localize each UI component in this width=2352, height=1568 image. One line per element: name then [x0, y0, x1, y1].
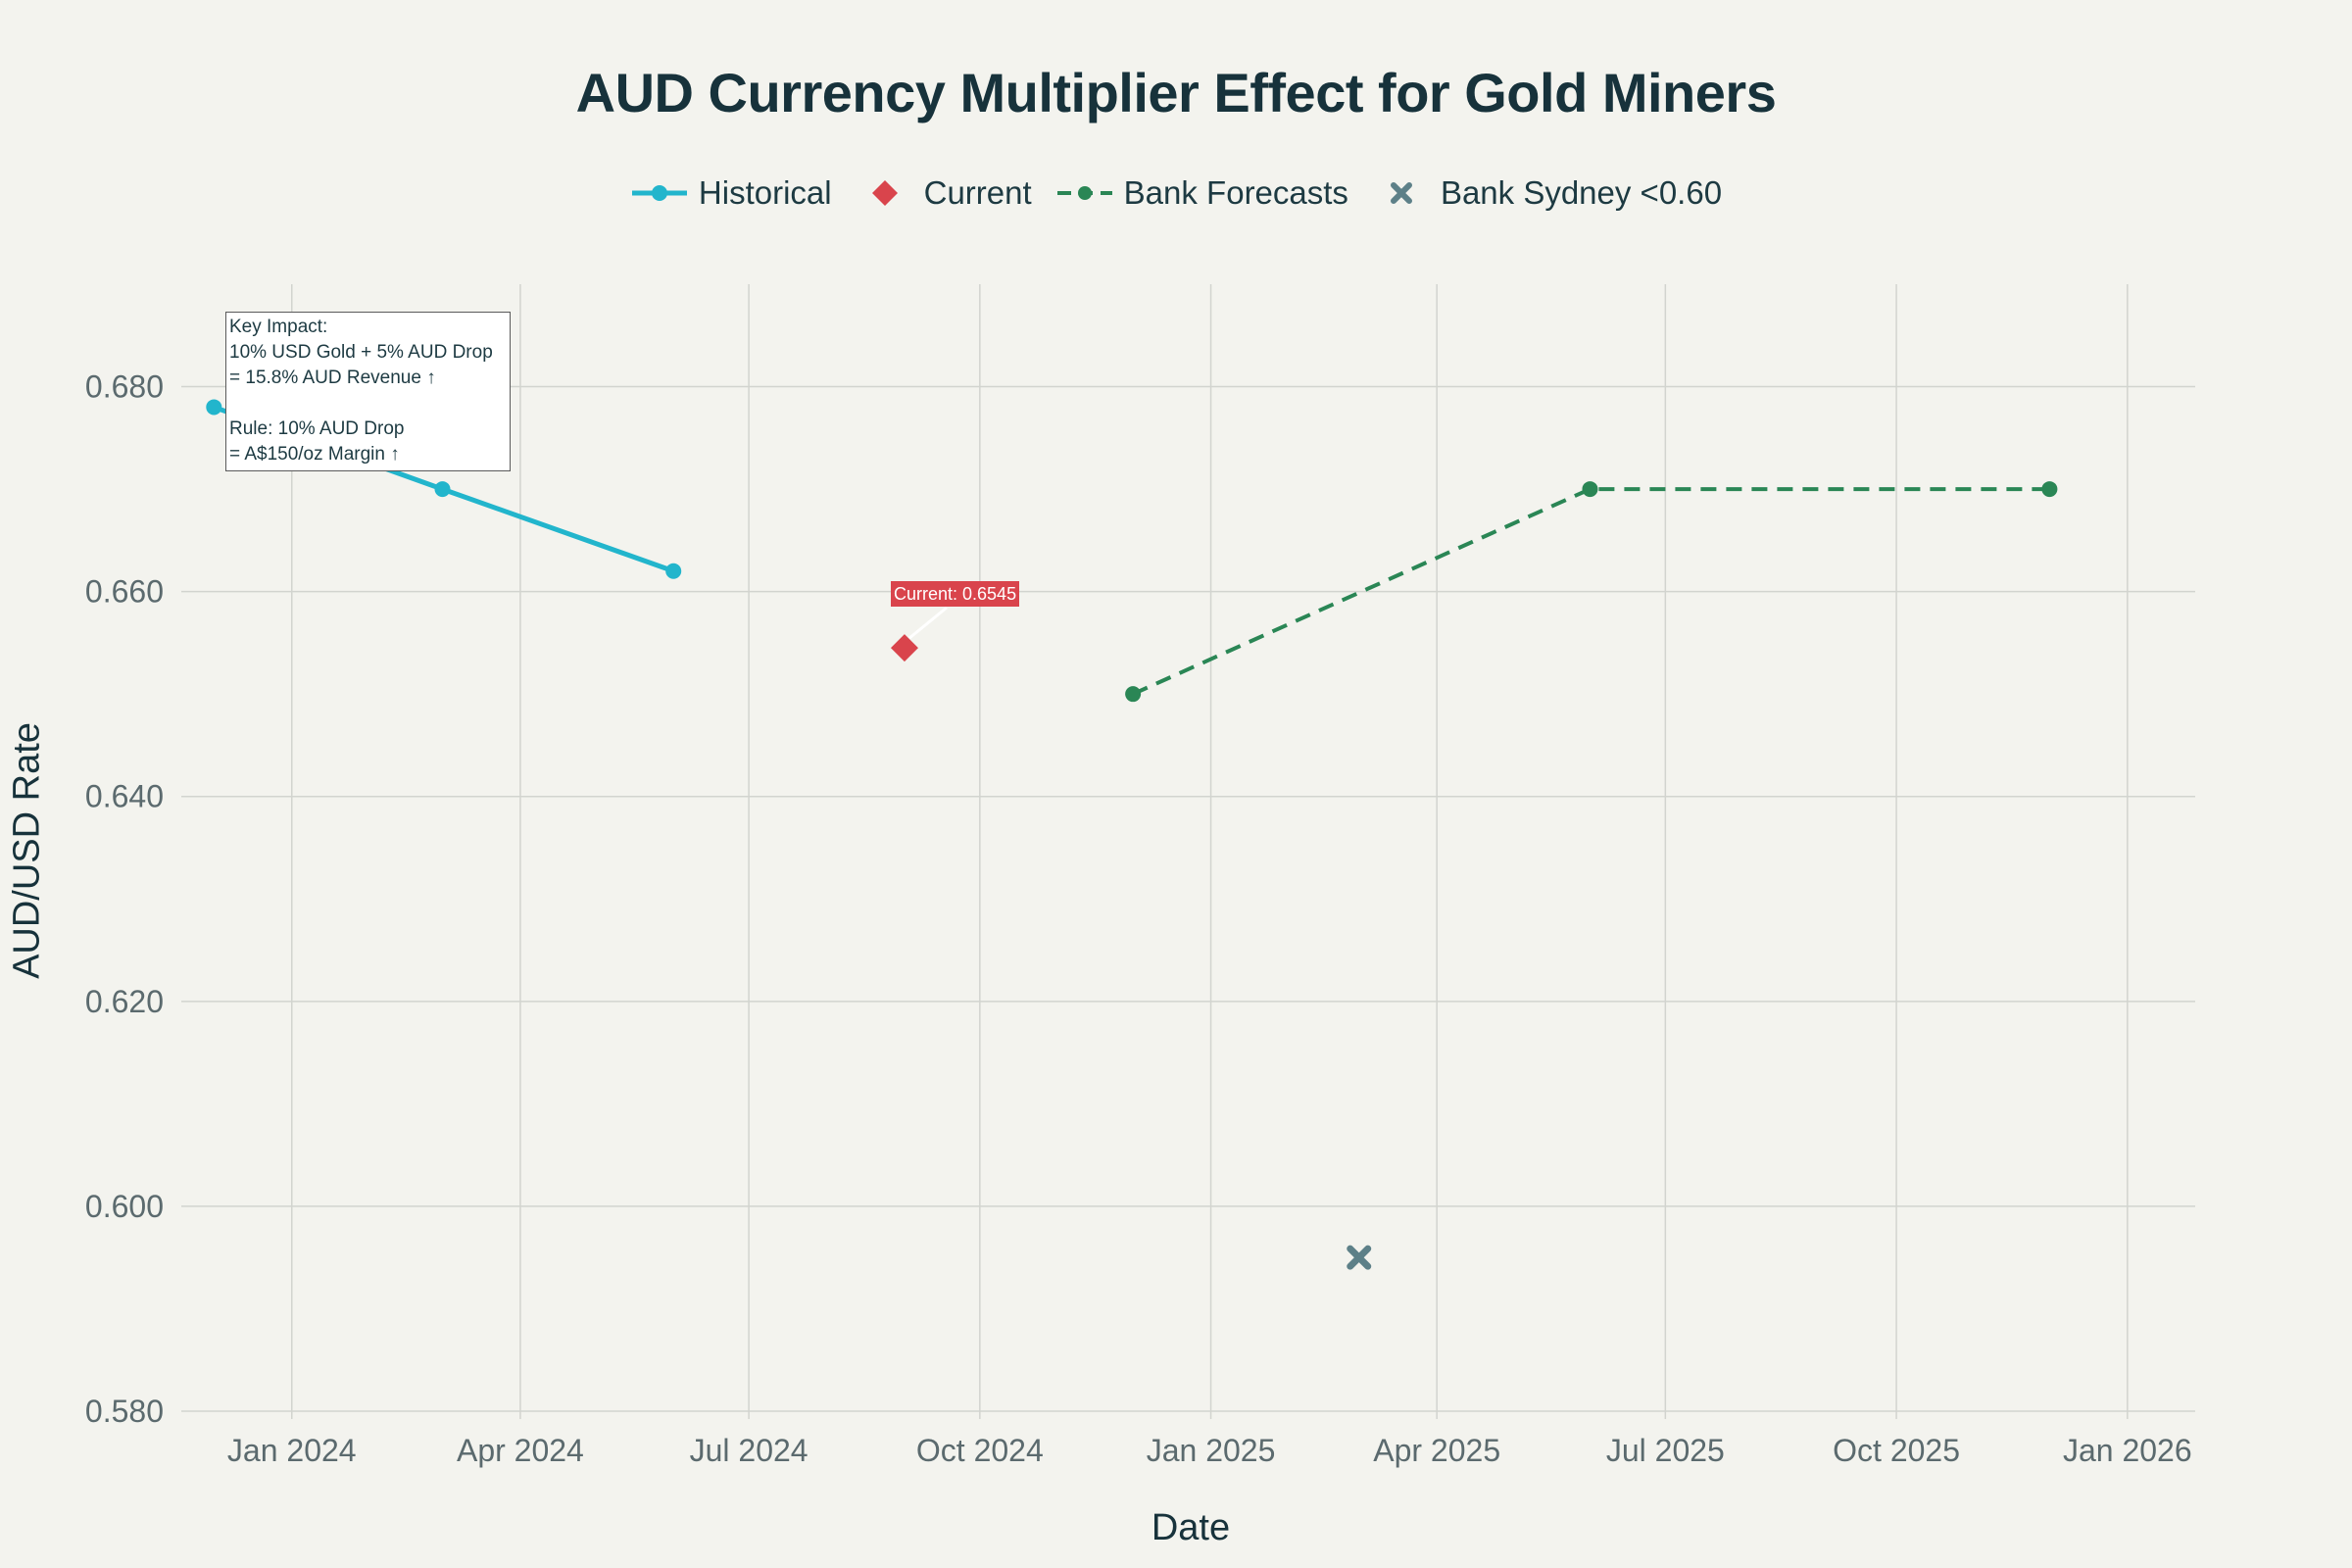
x-tick-label: Apr 2024 [457, 1433, 584, 1468]
x-tick-label: Oct 2024 [916, 1433, 1044, 1468]
y-tick-label: 0.680 [85, 369, 164, 405]
data-point-bank-forecasts[interactable] [2041, 481, 2058, 498]
data-point-historical[interactable] [434, 481, 451, 498]
y-tick-label: 0.640 [85, 779, 164, 814]
key-impact-annotation: Key Impact: 10% USD Gold + 5% AUD Drop =… [225, 312, 511, 471]
data-point-bank-forecasts[interactable] [1582, 481, 1598, 498]
legend-label-bank-forecasts: Bank Forecasts [1123, 174, 1348, 211]
legend-item-bank-forecasts[interactable]: Bank Forecasts [1055, 174, 1348, 212]
current-value-annotation: Current: 0.6545 [891, 581, 1020, 607]
x-tick-label: Jan 2025 [1147, 1433, 1276, 1468]
y-tick-label: 0.660 [85, 574, 164, 610]
legend-bank-forecasts-swatch [1056, 186, 1112, 200]
legend: Historical Current Bank Forecasts Bank S… [0, 174, 2352, 212]
x-tick-label: Jul 2025 [1606, 1433, 1725, 1468]
x-axis-title: Date [1151, 1507, 1231, 1548]
chart-title: AUD Currency Multiplier Effect for Gold … [575, 62, 1777, 123]
data-point-bank-forecasts[interactable] [1125, 686, 1142, 703]
series-layer [206, 399, 2058, 1270]
legend-current-swatch [871, 180, 898, 206]
data-point-current[interactable] [890, 634, 918, 662]
y-tick-label: 0.620 [85, 984, 164, 1019]
y-tick-label: 0.600 [85, 1189, 164, 1224]
x-tick-label: Jan 2024 [227, 1433, 357, 1468]
current-annotation-arrow [908, 606, 948, 640]
axis-ticks: Jan 2024 Apr 2024 Jul 2024 Oct 2024 Jan 2025… [85, 369, 2192, 1468]
legend-item-current[interactable]: Current [856, 174, 1032, 212]
legend-bank-sydney-swatch [1390, 182, 1412, 204]
legend-item-bank-sydney[interactable]: Bank Sydney <0.60 [1372, 174, 1722, 212]
x-tick-label: Jan 2026 [2063, 1433, 2192, 1468]
grid [181, 284, 2195, 1419]
legend-label-historical: Historical [698, 174, 832, 211]
legend-label-bank-sydney: Bank Sydney <0.60 [1440, 174, 1723, 211]
x-tick-label: Jul 2024 [690, 1433, 808, 1468]
x-tick-label: Apr 2025 [1373, 1433, 1500, 1468]
data-point-bank-sydney-0-60[interactable] [1347, 1245, 1372, 1270]
x-tick-label: Oct 2025 [1833, 1433, 1960, 1468]
series-line-bank-forecasts [1132, 487, 2050, 697]
legend-item-historical[interactable]: Historical [630, 174, 832, 212]
y-tick-label: 0.580 [85, 1394, 164, 1429]
data-point-historical[interactable] [206, 399, 222, 416]
legend-historical-swatch [631, 185, 687, 201]
data-point-historical[interactable] [665, 563, 682, 579]
legend-label-current: Current [923, 174, 1032, 211]
y-axis-title: AUD/USD Rate [6, 722, 48, 979]
